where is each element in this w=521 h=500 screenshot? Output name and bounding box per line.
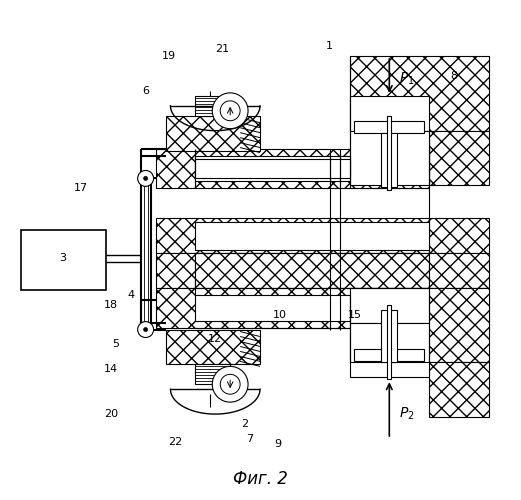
Bar bbox=[429, 288, 489, 328]
Text: 9: 9 bbox=[275, 439, 281, 449]
Text: 6: 6 bbox=[142, 86, 149, 96]
Bar bbox=[429, 362, 489, 417]
Bar bbox=[195, 156, 350, 182]
Circle shape bbox=[138, 170, 154, 186]
Text: 19: 19 bbox=[162, 51, 176, 61]
Bar bbox=[429, 218, 489, 253]
Text: 17: 17 bbox=[74, 184, 88, 194]
Text: $P_1$: $P_1$ bbox=[399, 71, 415, 87]
Text: 21: 21 bbox=[215, 44, 229, 54]
Bar bbox=[156, 148, 195, 188]
Bar bbox=[381, 310, 398, 362]
Bar bbox=[166, 116, 260, 150]
Text: 12: 12 bbox=[208, 334, 222, 344]
Bar bbox=[195, 96, 230, 116]
Bar bbox=[350, 130, 429, 186]
Bar bbox=[350, 96, 429, 130]
Bar bbox=[354, 350, 424, 362]
Text: 14: 14 bbox=[104, 364, 118, 374]
Bar bbox=[195, 294, 350, 320]
Text: 15: 15 bbox=[348, 310, 362, 320]
Bar bbox=[156, 253, 195, 288]
Bar bbox=[429, 130, 489, 186]
Bar bbox=[166, 330, 260, 364]
Bar bbox=[195, 148, 429, 188]
Text: 5: 5 bbox=[113, 340, 119, 349]
Bar bbox=[195, 222, 429, 250]
Bar bbox=[350, 288, 429, 322]
Bar bbox=[354, 120, 424, 132]
Bar bbox=[387, 304, 391, 380]
Circle shape bbox=[212, 93, 248, 128]
Bar bbox=[387, 116, 391, 190]
Circle shape bbox=[144, 328, 147, 332]
Text: 20: 20 bbox=[104, 409, 118, 419]
Text: 18: 18 bbox=[104, 300, 118, 310]
Bar bbox=[195, 158, 350, 178]
Bar bbox=[21, 230, 106, 290]
Text: 2: 2 bbox=[242, 419, 249, 429]
Bar bbox=[156, 288, 429, 328]
Text: 10: 10 bbox=[273, 310, 287, 320]
Circle shape bbox=[144, 176, 147, 180]
Bar bbox=[350, 56, 489, 130]
Circle shape bbox=[138, 322, 154, 338]
Text: 1: 1 bbox=[326, 41, 333, 51]
Text: 4: 4 bbox=[127, 290, 134, 300]
Bar bbox=[156, 218, 429, 253]
Text: Фиг. 2: Фиг. 2 bbox=[232, 470, 288, 488]
Bar bbox=[195, 253, 429, 288]
Bar bbox=[350, 288, 489, 362]
Bar bbox=[350, 322, 429, 378]
Bar bbox=[195, 364, 230, 384]
Text: $P_2$: $P_2$ bbox=[399, 406, 415, 422]
Text: 7: 7 bbox=[246, 434, 254, 444]
Text: 22: 22 bbox=[168, 437, 182, 447]
Text: 8: 8 bbox=[450, 71, 457, 81]
Circle shape bbox=[212, 366, 248, 402]
Text: 3: 3 bbox=[59, 253, 67, 263]
Bar bbox=[381, 132, 398, 188]
Bar bbox=[429, 253, 489, 288]
